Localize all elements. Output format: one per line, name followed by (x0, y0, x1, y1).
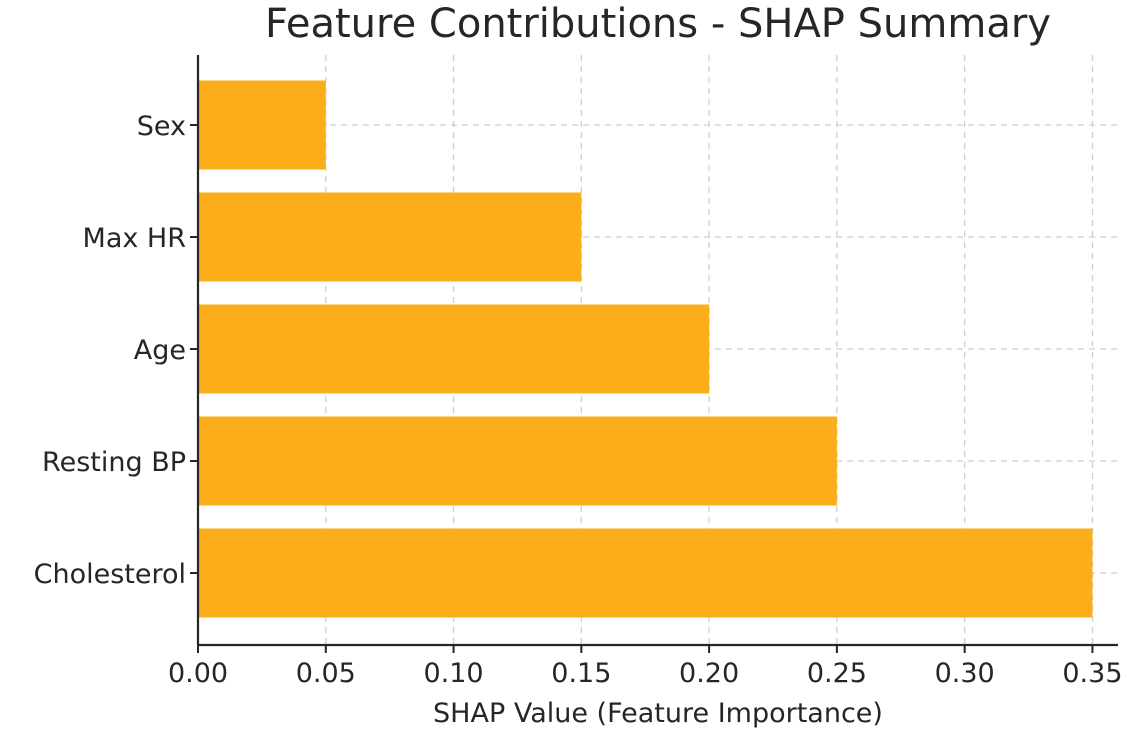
x-tick-label: 0.30 (935, 658, 995, 689)
chart-title: Feature Contributions - SHAP Summary (265, 1, 1051, 47)
x-tick-label: 0.20 (679, 658, 739, 689)
y-ticks: Cholesterol Resting BP Age Max HR Sex (34, 111, 198, 590)
y-tick-label: Age (134, 335, 186, 366)
x-tick-label: 0.05 (296, 658, 356, 689)
y-tick-label: Sex (137, 111, 186, 142)
y-tick-label: Resting BP (42, 447, 186, 478)
x-ticks: 0.00 0.05 0.10 0.15 0.20 0.25 0.30 0.35 (168, 645, 1123, 689)
y-tick-label: Max HR (83, 223, 186, 254)
bar (198, 304, 710, 394)
bar (198, 80, 326, 170)
x-tick-label: 0.25 (807, 658, 867, 689)
bar (198, 192, 582, 282)
bar (198, 528, 1093, 618)
x-tick-label: 0.35 (1062, 658, 1122, 689)
bar (198, 416, 837, 506)
bars (198, 80, 1093, 618)
x-tick-label: 0.10 (423, 658, 483, 689)
y-tick-label: Cholesterol (34, 559, 186, 590)
x-tick-label: 0.15 (551, 658, 611, 689)
x-tick-label: 0.00 (168, 658, 228, 689)
x-axis-label: SHAP Value (Feature Importance) (433, 698, 883, 729)
